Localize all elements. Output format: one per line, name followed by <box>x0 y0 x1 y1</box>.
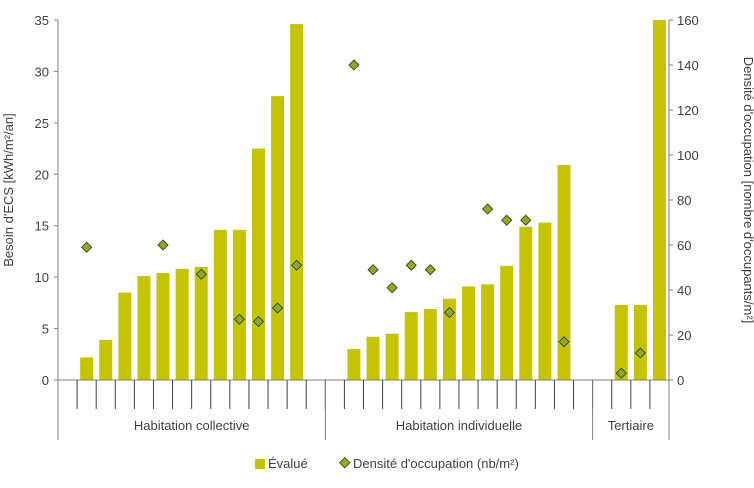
bar <box>481 284 495 380</box>
y-right-tick-label: 40 <box>677 283 691 298</box>
y-left-tick-label: 30 <box>35 64 49 79</box>
density-marker <box>405 259 417 271</box>
density-marker <box>501 214 513 226</box>
bar <box>519 226 533 380</box>
bar <box>99 339 113 380</box>
bar <box>232 229 246 380</box>
group-labels: Habitation collective Habitation individu… <box>57 380 670 440</box>
density-marker <box>443 306 456 319</box>
legend-bar-label: Évalué <box>268 456 308 471</box>
y-axis-left-label: Besoin d'ECS [kWh/m²/an] <box>1 113 16 266</box>
bar <box>557 165 571 380</box>
density-marker <box>157 239 169 251</box>
bar <box>347 349 361 380</box>
bar <box>633 304 647 380</box>
y-right-tick-label: 100 <box>677 148 699 163</box>
density-marker <box>520 214 532 226</box>
bar <box>442 298 456 380</box>
y-right-tick-label: 60 <box>677 238 691 253</box>
bar <box>290 24 304 380</box>
density-marker <box>233 313 246 325</box>
density-marker <box>634 347 646 359</box>
density-marker <box>252 315 265 328</box>
y-left-tick-label: 35 <box>35 13 49 28</box>
bar <box>251 148 265 380</box>
y-left-tick-label: 10 <box>35 270 49 285</box>
y-left-tick-label: 0 <box>42 373 49 388</box>
y-axis-right-label: Densité d'occupation [nombre d'occupants… <box>741 57 754 324</box>
bars-series <box>80 20 666 380</box>
group-label: Tertiaire <box>608 418 654 433</box>
bar <box>652 20 666 380</box>
density-marker <box>558 336 570 348</box>
bar <box>614 304 628 380</box>
bar <box>366 336 380 380</box>
bar <box>137 276 151 380</box>
bar <box>80 357 94 380</box>
bar <box>404 312 418 380</box>
density-marker <box>367 264 379 276</box>
markers-series <box>81 59 646 379</box>
density-marker <box>386 282 398 294</box>
y-right-tick-label: 80 <box>677 193 691 208</box>
bar <box>175 268 189 380</box>
left-axis-ticks: 0 5 10 15 20 25 30 35 <box>35 13 58 388</box>
bar <box>385 333 399 380</box>
y-right-tick-label: 120 <box>677 103 699 118</box>
legend: Évalué Densité d'occupation (nb/m²) <box>255 456 519 471</box>
y-left-tick-label: 25 <box>35 116 49 131</box>
legend-marker-swatch <box>338 456 351 469</box>
right-axis-ticks: 0 20 40 60 80 100 120 140 160 <box>669 13 699 388</box>
bar <box>118 292 132 380</box>
group-label: Habitation collective <box>134 418 250 433</box>
density-marker <box>481 203 494 215</box>
bar <box>538 222 552 380</box>
y-right-tick-label: 140 <box>677 58 699 73</box>
legend-bar-swatch <box>255 459 265 469</box>
y-right-tick-label: 20 <box>677 328 691 343</box>
density-marker <box>424 264 436 276</box>
y-right-tick-label: 160 <box>677 13 699 28</box>
density-marker <box>291 259 303 271</box>
density-marker <box>81 241 93 253</box>
y-left-tick-label: 20 <box>35 167 49 182</box>
legend-marker-label: Densité d'occupation (nb/m²) <box>353 456 519 471</box>
bar <box>194 266 208 380</box>
density-marker <box>195 268 207 280</box>
y-left-tick-label: 15 <box>35 219 49 234</box>
density-marker <box>271 302 284 314</box>
y-right-tick-label: 0 <box>677 373 684 388</box>
density-marker <box>348 59 360 71</box>
density-marker <box>615 367 627 379</box>
bar <box>213 229 227 380</box>
bar <box>500 265 514 380</box>
bar <box>462 286 476 380</box>
bar <box>423 309 437 380</box>
bar <box>271 96 285 380</box>
group-label: Habitation individuelle <box>396 418 522 433</box>
bar <box>156 273 170 380</box>
y-left-tick-label: 5 <box>42 322 49 337</box>
